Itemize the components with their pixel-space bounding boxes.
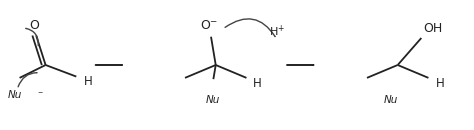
Text: H: H (84, 75, 92, 88)
FancyArrowPatch shape (26, 28, 38, 46)
Text: H: H (436, 77, 445, 90)
Text: O$^{-}$: O$^{-}$ (201, 19, 219, 32)
Text: Nu: Nu (206, 95, 220, 105)
Text: $^{-}$: $^{-}$ (36, 89, 43, 98)
Text: H: H (253, 77, 262, 90)
Text: Nu: Nu (8, 90, 22, 100)
FancyArrowPatch shape (225, 19, 275, 37)
FancyArrowPatch shape (18, 73, 37, 87)
Text: OH: OH (423, 22, 443, 35)
Text: Nu: Nu (383, 95, 398, 105)
Text: H$^{+}$: H$^{+}$ (269, 24, 285, 39)
Text: O: O (29, 19, 39, 32)
